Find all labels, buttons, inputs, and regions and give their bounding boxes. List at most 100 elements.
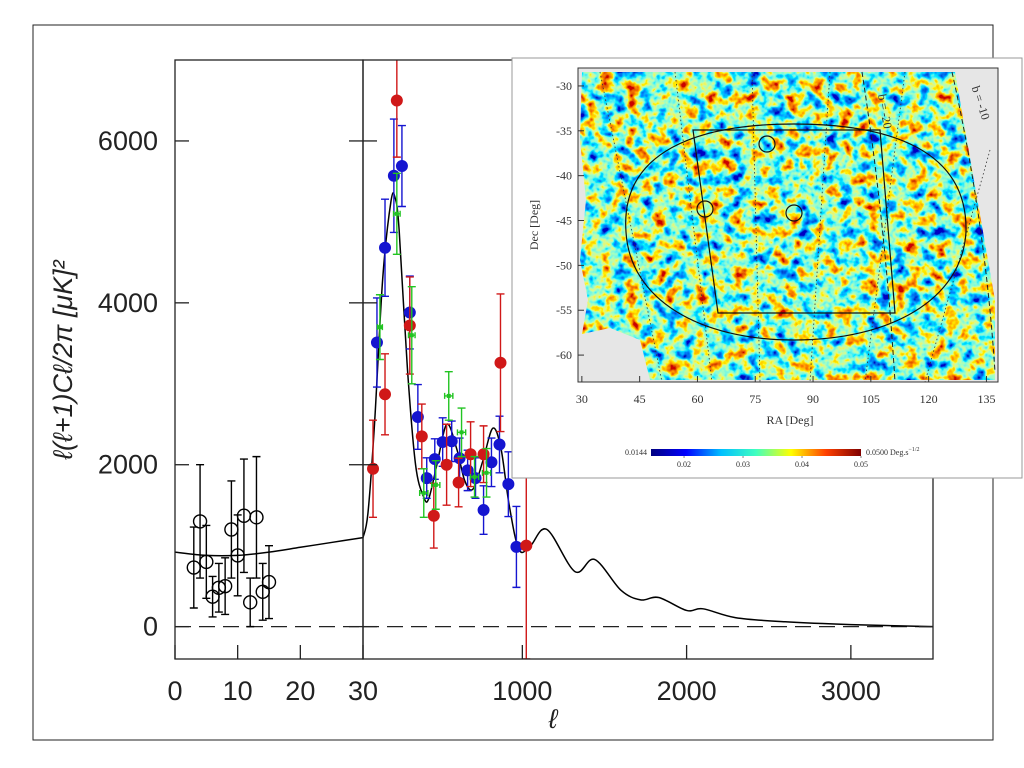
panel — [175, 455, 363, 628]
data-point — [452, 476, 465, 489]
error-bar — [239, 458, 248, 574]
colorbar-max-label: 0.0500 Deg.s−1/2 — [866, 447, 920, 457]
data-point — [367, 462, 380, 475]
error-bar — [227, 480, 236, 579]
data-point — [494, 356, 507, 369]
error-bar — [221, 557, 230, 616]
data-point — [394, 211, 399, 216]
data-point — [510, 540, 523, 553]
colorbar — [651, 449, 861, 456]
data-point — [192, 514, 208, 529]
map-x-tick-label: 45 — [634, 392, 646, 406]
colorbar-tick-label: 0.03 — [736, 460, 750, 469]
b-minus-20-line — [861, 71, 896, 383]
data-point — [217, 578, 233, 594]
data-point — [421, 491, 426, 496]
map-x-label: RA [Deg] — [767, 413, 814, 427]
data-point — [409, 333, 414, 338]
colorbar-unit-exponent: −1/2 — [908, 447, 919, 453]
y-tick-label: 0 — [143, 612, 158, 642]
data-point — [477, 504, 490, 517]
data-point — [433, 482, 438, 487]
colorbar-tick-label: 0.04 — [795, 460, 809, 469]
x-tick-label: 3000 — [821, 676, 881, 706]
map-x-tick-label: 90 — [807, 392, 819, 406]
map-y-label: Dec [Deg] — [527, 200, 541, 250]
source-circle — [696, 200, 714, 218]
map-y-tick-label: -45 — [556, 214, 572, 228]
colorbar-min-label: 0.0144 — [625, 448, 647, 457]
data-point — [428, 453, 441, 466]
power-spectrum: 0 10 20 30 0 2000 4000 6000 1000 2000 3000 — [98, 59, 934, 706]
map-x-tick-label: 60 — [691, 392, 703, 406]
data-point — [446, 393, 451, 398]
x-axis-label: ℓ — [548, 704, 559, 734]
data-point — [445, 435, 458, 448]
colorbar-max-value: 0.0500 — [866, 448, 888, 457]
survey-field — [692, 129, 896, 314]
error-bar — [265, 544, 273, 620]
map-x-tick-label: 120 — [920, 392, 938, 406]
map-x-tick-label: 135 — [977, 392, 995, 406]
data-point — [420, 472, 433, 485]
y-tick-label: 4000 — [98, 288, 158, 318]
colorbar-tick-label: 0.05 — [854, 460, 868, 469]
data-point — [249, 510, 264, 525]
error-bar — [258, 562, 267, 621]
colorbar-unit: Deg.s — [890, 448, 908, 457]
source-circle — [758, 135, 776, 153]
sky-map-inset: b = -20 b = -10 Dec [Deg] RA [Deg] 0.014… — [511, 57, 1023, 479]
data-point — [379, 241, 392, 254]
x-tick-label: 30 — [348, 676, 378, 706]
data-point — [440, 458, 453, 471]
survey-ellipse — [625, 123, 967, 341]
map-image — [580, 72, 995, 380]
y-axis-label: ℓ(ℓ+1)Cℓ/2π [μK]² — [48, 259, 78, 460]
data-point — [411, 410, 424, 423]
error-bar — [252, 455, 261, 579]
data-point — [390, 94, 403, 107]
data-point — [520, 539, 533, 552]
data-point — [415, 430, 428, 443]
data-point — [459, 430, 464, 435]
data-point — [472, 474, 477, 479]
data-point — [379, 388, 392, 401]
map-x-tick-label: 30 — [576, 392, 588, 406]
data-point — [403, 319, 416, 332]
x-tick-label: 0 — [167, 676, 182, 706]
data-point — [377, 325, 382, 330]
map-y-tick-label: -30 — [556, 79, 572, 93]
data-point — [261, 574, 277, 590]
data-point — [387, 169, 400, 182]
data-point — [477, 448, 490, 461]
map-x-tick-label: 105 — [862, 392, 880, 406]
data-point — [493, 438, 506, 451]
map-frame — [577, 67, 999, 383]
data-point — [199, 554, 214, 570]
x-tick-label: 20 — [285, 676, 315, 706]
x-tick-label: 1000 — [492, 676, 552, 706]
data-point — [242, 595, 258, 610]
map-y-tick-label: -50 — [556, 258, 572, 272]
y-tick-label: 2000 — [98, 450, 158, 480]
data-point — [370, 336, 383, 349]
data-point — [502, 478, 515, 491]
source-circle — [785, 204, 803, 222]
data-point — [484, 470, 489, 475]
map-y-tick-label: -35 — [556, 124, 572, 138]
map-y-tick-label: -60 — [556, 348, 572, 362]
annotation: b = -20 — [875, 93, 895, 130]
map-x-tick-label: 75 — [749, 392, 761, 406]
data-point — [395, 160, 408, 173]
error-bar — [208, 575, 217, 618]
y-tick-label: 6000 — [98, 126, 158, 156]
x-tick-label: 2000 — [657, 676, 717, 706]
panel — [363, 60, 933, 659]
map-y-tick-label: -40 — [556, 169, 572, 183]
x-tick-label: 10 — [223, 676, 253, 706]
map-y-tick-label: -55 — [556, 303, 572, 317]
data-point — [427, 509, 440, 522]
colorbar-tick-label: 0.02 — [677, 460, 691, 469]
